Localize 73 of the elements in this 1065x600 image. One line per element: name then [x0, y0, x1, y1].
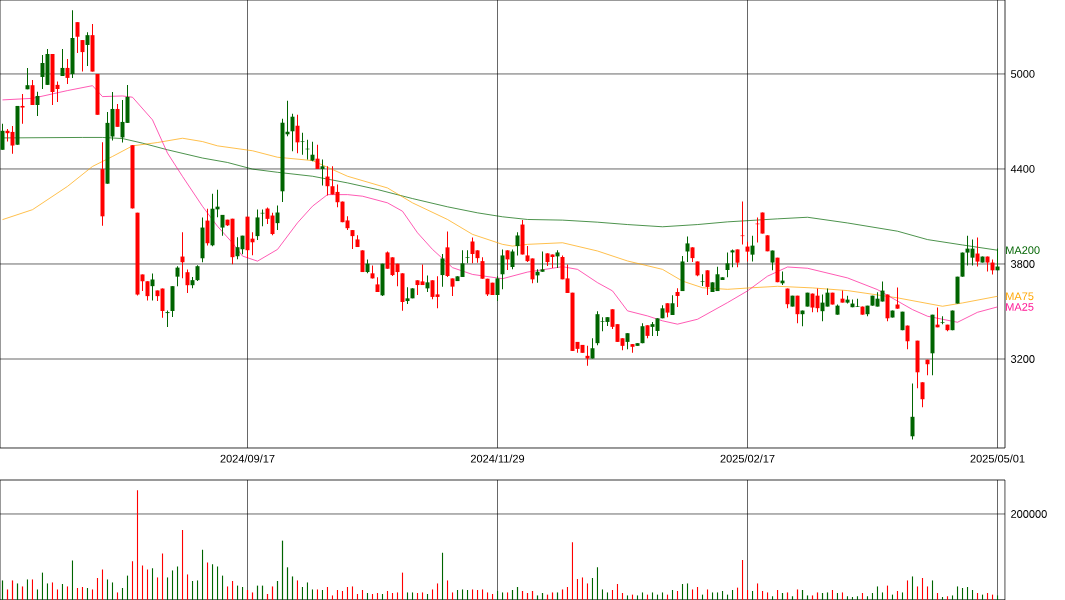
candlestick: [10, 125, 15, 155]
candlestick: [510, 248, 515, 270]
candlestick: [75, 21, 80, 54]
candlestick: [435, 275, 440, 309]
candlestick: [270, 212, 275, 236]
candlestick: [895, 287, 900, 310]
candlestick: [350, 229, 355, 250]
series-label: MA75: [1006, 292, 1034, 301]
y-tick-label: 3800: [1010, 260, 1035, 268]
candlestick: [205, 208, 210, 247]
line-series: [2, 85, 998, 325]
series-label: MA25: [1006, 303, 1034, 311]
candlestick: [825, 288, 830, 308]
candlestick: [885, 294, 890, 322]
candlestick: [255, 209, 260, 241]
candlestick: [20, 93, 25, 125]
candlestick: [685, 235, 690, 263]
candlestick: [530, 257, 535, 284]
candlestick: [275, 205, 280, 231]
candlestick: [740, 201, 745, 245]
x-tick-label: 2024/09/17: [220, 454, 275, 463]
candlestick: [495, 275, 500, 302]
candlestick: [30, 79, 35, 106]
candlestick: [750, 235, 755, 263]
candlestick: [815, 288, 820, 313]
candlestick: [460, 249, 465, 278]
candlestick: [335, 183, 340, 208]
candlestick: [540, 250, 545, 273]
candlestick: [920, 381, 925, 408]
candlestick: [295, 114, 300, 154]
x-tick-label: 2025/02/17: [720, 454, 775, 463]
y-tick-label: 3200: [1010, 355, 1035, 363]
line-series: [2, 137, 998, 307]
candlestick: [315, 144, 320, 170]
x-tick-label: 2024/11/29: [470, 454, 525, 463]
candlestick: [590, 337, 595, 360]
x-tick-label: 2025/05/01: [970, 454, 1025, 463]
candlestick: [745, 241, 750, 263]
y-tick-label: 5000: [1010, 70, 1035, 78]
candlestick: [725, 251, 730, 278]
candlestick: [705, 269, 710, 296]
candlestick: [675, 287, 680, 308]
candlestick: [480, 256, 485, 280]
candlestick: [85, 31, 90, 67]
candlestick: [320, 159, 325, 187]
candlestick: [465, 249, 470, 264]
candlestick: [795, 295, 800, 324]
candlestick: [165, 309, 170, 328]
candlestick: [145, 280, 150, 301]
candlestick: [80, 39, 85, 73]
candlestick: [515, 231, 520, 256]
candlestick: [975, 237, 980, 268]
series-label: MA200: [1006, 246, 1040, 255]
candlestick: [910, 383, 915, 441]
candlestick: [500, 248, 505, 290]
candlestick: [700, 273, 705, 287]
y-tick-label: 4400: [1010, 165, 1035, 173]
candlestick: [300, 132, 305, 156]
candlestick: [60, 48, 65, 77]
candlestick: [290, 113, 295, 152]
candlestick: [505, 249, 510, 271]
candlestick: [175, 265, 180, 287]
candlestick: [35, 91, 40, 117]
candlestick: [585, 345, 590, 367]
candlestick: [325, 165, 330, 197]
y-tick-label: 200000: [1011, 510, 1047, 518]
candlestick: [670, 294, 675, 316]
candlestick: [185, 269, 190, 294]
candlestick: [160, 288, 165, 319]
candlestick: [65, 58, 70, 85]
candlestick: [440, 253, 445, 288]
candlestick: [115, 103, 120, 128]
candlestick: [880, 281, 885, 303]
